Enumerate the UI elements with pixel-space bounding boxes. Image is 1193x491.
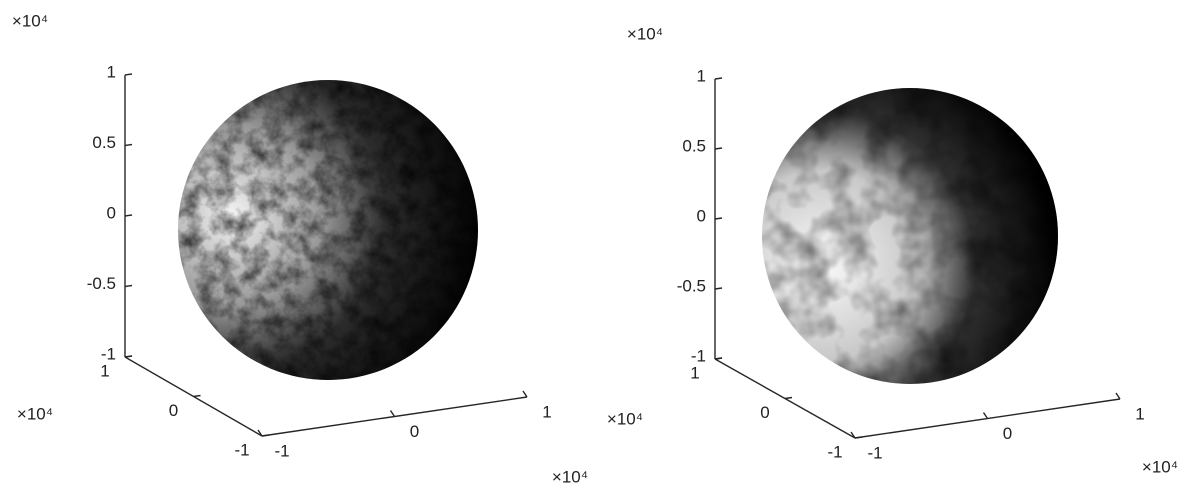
tick-mark <box>714 77 723 80</box>
tick-mark <box>714 217 723 220</box>
x-tick-label: 1 <box>1135 404 1144 423</box>
z-tick-label: 1 <box>697 66 706 85</box>
x-tick-label: 1 <box>542 402 551 421</box>
x-tick-label: -1 <box>867 443 882 462</box>
x-exponent: ×10⁴ <box>552 467 588 486</box>
sphere <box>178 80 478 380</box>
tick-mark <box>124 355 133 358</box>
z-tick-label: 0.5 <box>682 136 706 155</box>
tick-mark <box>389 410 396 417</box>
x-tick-label: 0 <box>1003 424 1012 443</box>
tick-mark <box>124 73 133 76</box>
y-tick-label: 1 <box>100 361 109 380</box>
y-tick-label: 0 <box>169 401 178 420</box>
tick-mark <box>714 357 723 360</box>
tick-mark <box>714 287 723 290</box>
sphere <box>762 88 1058 384</box>
tick-mark <box>124 143 133 147</box>
y-exponent: ×10⁴ <box>17 404 53 423</box>
tick-mark <box>714 147 723 150</box>
y-tick-label: -1 <box>234 440 249 459</box>
x-tick-label: 0 <box>410 422 419 441</box>
z-tick-label: -1 <box>691 346 706 365</box>
z-tick-label: -1 <box>101 344 116 363</box>
tick-mark <box>522 390 528 398</box>
z-tick-label: 1 <box>107 62 116 81</box>
tick-mark <box>124 284 133 288</box>
z-tick-label: 0.5 <box>92 133 116 152</box>
tick-mark <box>784 396 793 400</box>
tick-mark <box>193 394 201 398</box>
x-exponent: ×10⁴ <box>1142 457 1178 476</box>
tick-mark <box>1115 392 1121 400</box>
tick-mark <box>982 412 989 419</box>
tick-mark <box>854 436 863 439</box>
y-exponent: ×10⁴ <box>607 409 643 428</box>
y-tick-label: 0 <box>760 403 769 422</box>
z-exponent: ×10⁴ <box>12 11 48 30</box>
z-exponent: ×10⁴ <box>627 24 663 43</box>
x-tick-label: -1 <box>274 441 289 460</box>
z-tick-label: -0.5 <box>87 274 116 293</box>
z-tick-label: 0 <box>107 203 116 222</box>
z-tick-label: -0.5 <box>677 276 706 295</box>
tick-mark <box>850 431 856 439</box>
z-tick-label: 0 <box>697 206 706 225</box>
tick-mark <box>257 429 263 437</box>
y-tick-label: -1 <box>827 442 842 461</box>
tick-mark <box>261 434 270 437</box>
y-tick-label: 1 <box>690 363 699 382</box>
tick-mark <box>124 214 133 217</box>
